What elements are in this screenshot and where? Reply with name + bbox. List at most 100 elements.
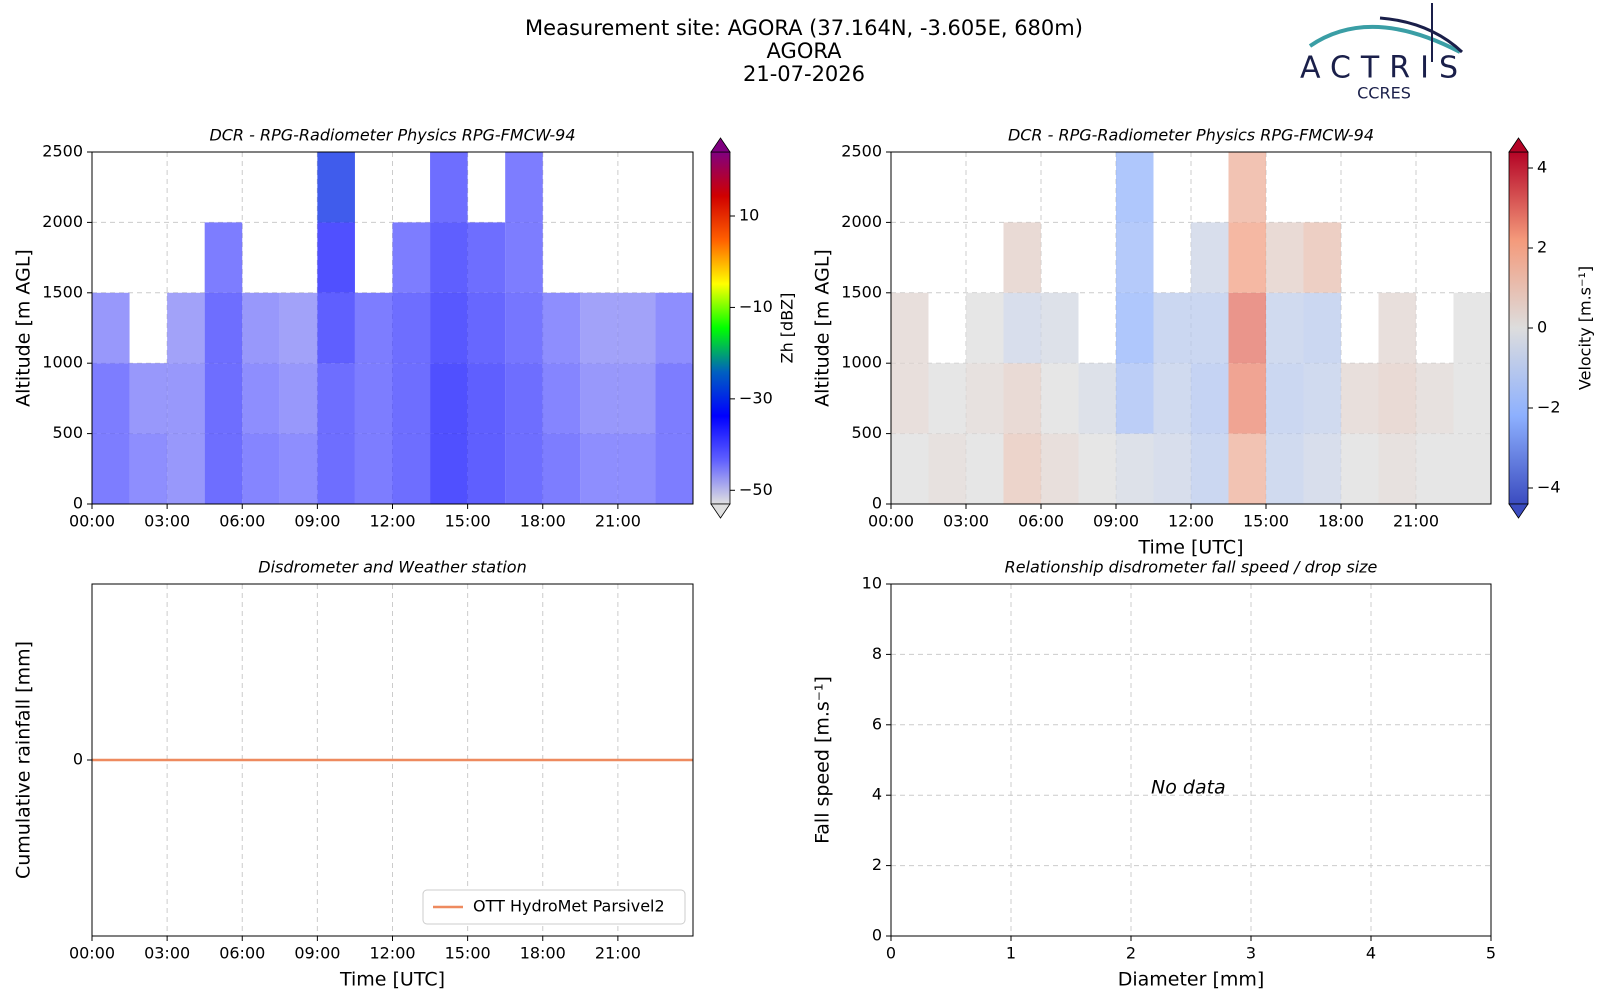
heat-cell xyxy=(392,363,431,434)
heat-cell xyxy=(1228,433,1266,504)
axes-frame xyxy=(890,583,1492,937)
heat-cell xyxy=(1116,292,1154,364)
y-tick-label: 0 xyxy=(872,494,882,513)
y-axis-label: Altitude [m AGL] xyxy=(13,249,35,407)
x-tick-label: 21:00 xyxy=(595,512,641,531)
x-tick-label: 00:00 xyxy=(69,944,115,963)
heat-cell xyxy=(317,152,355,223)
heat-cell xyxy=(966,292,1004,364)
x-axis-label: Time [UTC] xyxy=(1137,537,1243,559)
heat-cell xyxy=(1041,292,1079,364)
heat-cell xyxy=(1003,363,1041,434)
heat-cell xyxy=(617,433,656,504)
heat-cell xyxy=(505,433,543,504)
heat-cell xyxy=(92,433,130,504)
y-tick-label: 10 xyxy=(862,574,882,593)
heat-cell xyxy=(655,433,693,504)
x-tick-label: 03:00 xyxy=(943,512,989,531)
heat-cell xyxy=(1153,292,1191,364)
heat-cell xyxy=(430,363,468,434)
heat-cell xyxy=(1078,433,1116,504)
heat-cell xyxy=(1228,363,1266,434)
heat-cell xyxy=(505,292,543,364)
x-tick-label: 18:00 xyxy=(1318,512,1364,531)
heat-cell xyxy=(430,433,468,504)
colorbar xyxy=(710,151,731,505)
heat-cell xyxy=(167,363,205,434)
heat-cell xyxy=(317,433,355,504)
y-tick-label: 6 xyxy=(872,714,882,733)
colorbar-extend-top xyxy=(1508,137,1529,153)
x-tick-label: 06:00 xyxy=(219,512,265,531)
colorbar-extend-bottom xyxy=(1508,503,1529,519)
y-tick-label: 0 xyxy=(872,926,882,945)
heat-cell xyxy=(617,363,656,434)
heat-cell xyxy=(279,363,318,434)
heat-cell xyxy=(1378,363,1416,434)
heat-cell xyxy=(1191,433,1229,504)
heat-cell xyxy=(505,222,543,293)
heat-cell xyxy=(505,363,543,434)
colorbar-extend-top xyxy=(710,137,731,153)
heat-cell xyxy=(204,292,243,364)
chart-title: DCR - RPG-Radiometer Physics RPG-FMCW-94 xyxy=(209,126,575,145)
heat-cell xyxy=(1453,433,1491,504)
heat-cell xyxy=(1078,363,1116,434)
heat-cell xyxy=(392,222,431,293)
heat-cell xyxy=(928,433,966,504)
heat-cell xyxy=(129,433,168,504)
x-tick-label: 15:00 xyxy=(445,512,491,531)
y-tick-label: 8 xyxy=(872,644,882,663)
heat-cell xyxy=(392,292,431,364)
heat-cell xyxy=(1153,363,1191,434)
x-tick-label: 06:00 xyxy=(1018,512,1064,531)
y-tick-label: 2000 xyxy=(841,212,882,231)
heat-cell xyxy=(242,433,280,504)
colorbar-label: Zh [dBZ] xyxy=(778,293,797,364)
heat-cell xyxy=(1228,222,1266,293)
heat-cell xyxy=(1041,363,1079,434)
heat-cell xyxy=(317,222,355,293)
heat-cell xyxy=(242,292,280,364)
x-tick-label: 21:00 xyxy=(595,944,641,963)
heat-cell xyxy=(1191,222,1229,293)
heat-cell xyxy=(1303,292,1341,364)
heat-cell xyxy=(1266,222,1304,293)
y-tick-label: 2 xyxy=(872,855,882,874)
heat-cell xyxy=(617,292,656,364)
heat-cell xyxy=(542,433,581,504)
heat-cell xyxy=(204,363,243,434)
x-tick-label: 03:00 xyxy=(144,512,190,531)
heat-cell xyxy=(92,292,130,364)
colorbar-label: Velocity [m.s⁻¹] xyxy=(1576,266,1595,390)
chart-title: DCR - RPG-Radiometer Physics RPG-FMCW-94 xyxy=(1008,126,1374,145)
x-axis-label: Time [UTC] xyxy=(339,969,445,991)
x-tick-label: 21:00 xyxy=(1393,512,1439,531)
heat-cell xyxy=(1116,363,1154,434)
heat-cell xyxy=(467,222,506,293)
heat-cell xyxy=(430,222,468,293)
heat-cell xyxy=(129,363,168,434)
x-tick-label: 09:00 xyxy=(294,944,340,963)
y-tick-label: 4 xyxy=(872,785,882,804)
heat-cell xyxy=(354,363,393,434)
logo-text: ACTRIS xyxy=(1300,51,1468,86)
heat-cell xyxy=(317,363,355,434)
heat-cell xyxy=(167,433,205,504)
heat-cell xyxy=(966,433,1004,504)
y-tick-label: 0 xyxy=(73,750,83,769)
logo-arc-dark xyxy=(1379,16,1464,54)
colorbar-tick-label: 2 xyxy=(1537,238,1547,257)
heat-cell xyxy=(1341,363,1379,434)
y-tick-label: 2500 xyxy=(841,142,882,161)
heat-cell xyxy=(467,363,506,434)
date: 21-07-2026 xyxy=(743,62,865,86)
heat-cell xyxy=(392,433,431,504)
y-tick-label: 1000 xyxy=(42,353,83,372)
heat-cell xyxy=(1303,222,1341,293)
y-tick-label: 2500 xyxy=(42,142,83,161)
x-tick-label: 03:00 xyxy=(144,944,190,963)
heat-cell xyxy=(891,433,929,504)
heat-cell xyxy=(1116,433,1154,504)
